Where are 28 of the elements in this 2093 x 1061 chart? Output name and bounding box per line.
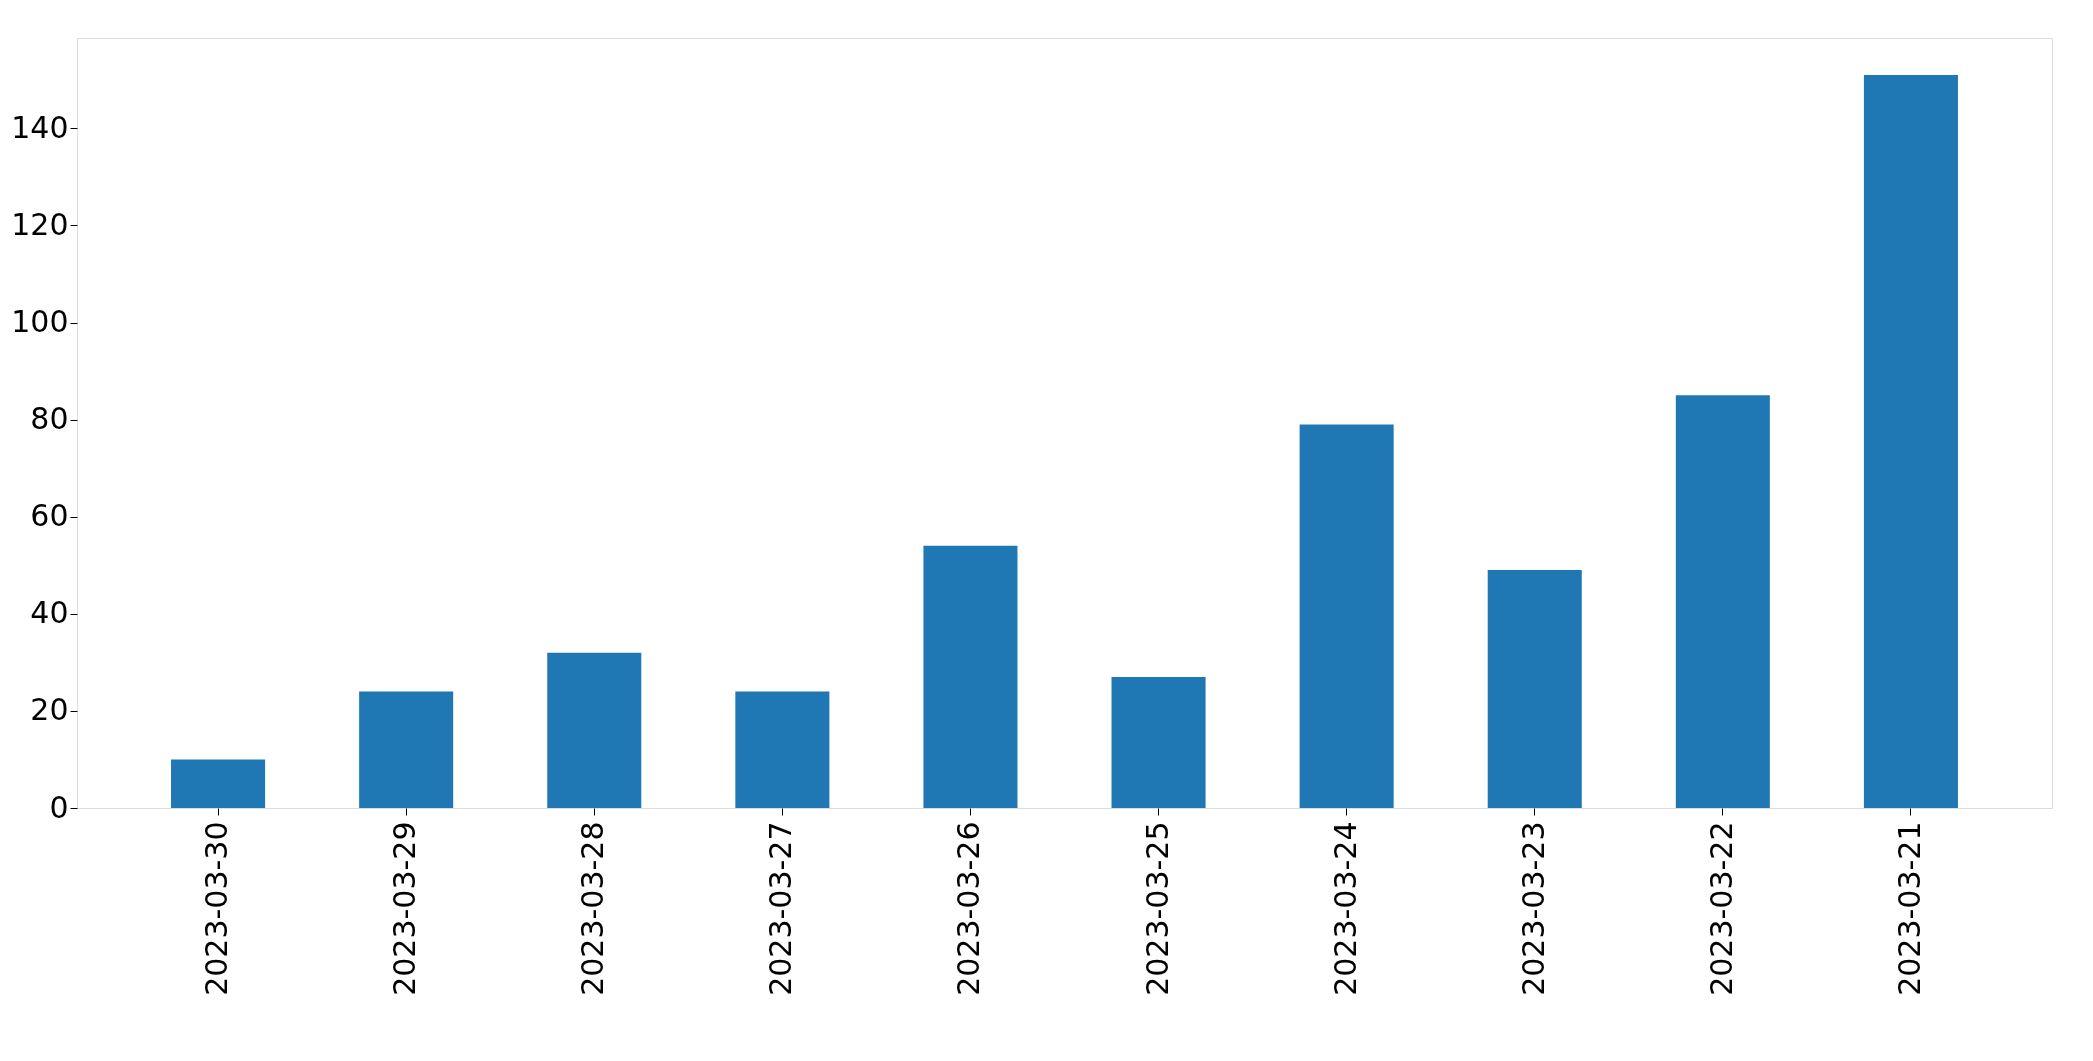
bar [1299, 424, 1394, 808]
x-tick-label: 2023-03-29 [387, 821, 423, 996]
x-tick-label: 2023-03-21 [1891, 821, 1927, 996]
x-tick-label: 2023-03-24 [1327, 821, 1363, 996]
bar [923, 545, 1018, 808]
y-tick-label: 20 [30, 692, 69, 728]
x-tick-label: 2023-03-22 [1703, 821, 1739, 996]
y-tick-label: 40 [30, 595, 69, 631]
x-tick-label: 2023-03-30 [199, 821, 235, 996]
bar [1675, 395, 1770, 808]
x-tick-label: 2023-03-27 [763, 821, 799, 996]
bar [171, 759, 266, 808]
y-tick-label: 0 [49, 789, 69, 825]
bar [735, 691, 830, 808]
y-tick-label: 60 [30, 498, 69, 534]
y-tick-label: 80 [30, 401, 69, 437]
y-tick-label: 120 [11, 206, 69, 242]
bar [547, 652, 642, 808]
x-tick-label: 2023-03-26 [951, 821, 987, 996]
y-tick-label: 140 [11, 109, 69, 145]
x-tick-label: 2023-03-28 [575, 821, 611, 996]
y-tick-label: 100 [11, 304, 69, 339]
x-tick-label: 2023-03-25 [1139, 821, 1175, 996]
bar [359, 691, 454, 808]
bar [1487, 570, 1582, 808]
bar [1111, 676, 1206, 808]
x-tick-label: 2023-03-23 [1515, 821, 1551, 996]
bar [1863, 74, 1958, 808]
